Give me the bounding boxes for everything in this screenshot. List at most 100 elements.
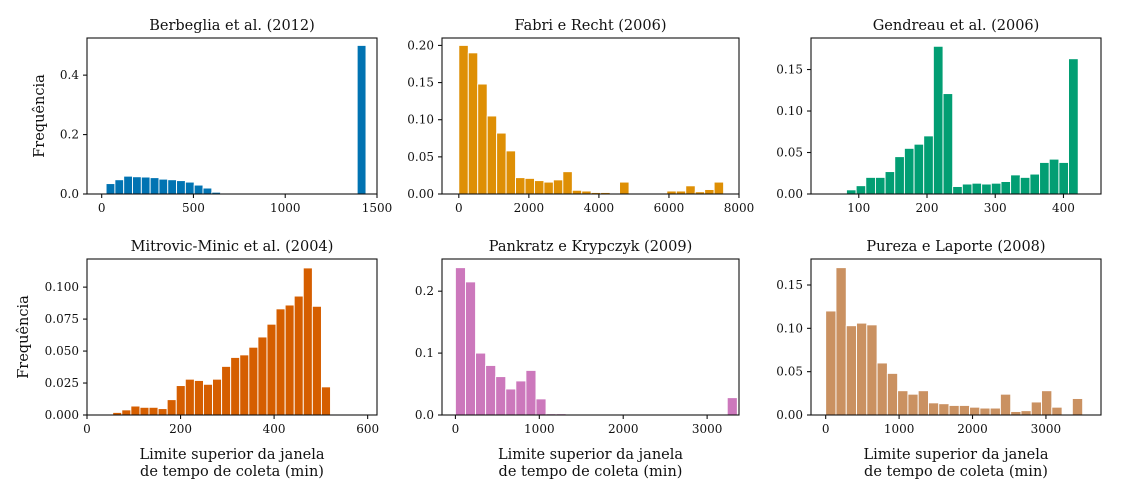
histogram-bar (907, 393, 919, 416)
histogram-bar (543, 181, 554, 195)
subplot-6: Pureza e Laporte (2008) 0 1000 2000 3000 0.00… (776, 239, 1102, 480)
histogram-bar (149, 177, 160, 195)
histogram-bar (913, 143, 925, 195)
axes-frame (86, 258, 378, 416)
histogram-bar (1041, 390, 1053, 416)
histogram-bar (1010, 174, 1021, 195)
histogram-bar (121, 409, 132, 416)
histogram-bar (465, 281, 477, 416)
x-axis-label-line-2: de tempo de coleta (min) (499, 464, 683, 480)
histogram-bar (266, 323, 277, 416)
y-tick-label: 0.0 (415, 408, 434, 422)
histogram-bar (897, 390, 909, 416)
y-tick-label: 0.15 (407, 76, 434, 90)
histogram-bar (221, 365, 232, 416)
histogram-bar (525, 369, 537, 416)
axes-frame (810, 258, 1102, 416)
histogram-bar (193, 380, 204, 416)
chart-title: Pankratz e Krypczyk (2009) (489, 239, 693, 255)
y-tick-label: 0.00 (407, 187, 434, 201)
histogram-bar (685, 185, 696, 195)
histogram-bar (713, 181, 725, 195)
histogram-bar (230, 357, 241, 416)
histogram-bar (257, 336, 268, 416)
histogram-bar (495, 376, 507, 416)
histogram-bar (855, 185, 867, 195)
histogram-bar (486, 115, 498, 195)
histogram-bar (969, 406, 981, 416)
x-tick-label: 500 (182, 201, 205, 215)
histogram-bar (184, 378, 195, 416)
histogram-bar (846, 189, 857, 195)
histogram-bar (948, 405, 960, 416)
y-tick-label: 0.20 (407, 38, 434, 52)
histogram-bar (158, 178, 169, 195)
histogram-bar (928, 402, 940, 416)
histogram-bar (981, 183, 992, 195)
histogram-bar (184, 181, 195, 195)
x-tick-label: 300 (984, 201, 1007, 215)
y-tick-label: 0.10 (407, 113, 434, 127)
x-tick-label: 1000 (884, 422, 915, 436)
histogram-bar (239, 354, 250, 416)
x-tick-label: 0 (83, 422, 91, 436)
x-tick-label: 1000 (270, 201, 301, 215)
histogram-bar (835, 267, 847, 416)
histogram-bar (903, 147, 915, 195)
histogram-bar (876, 362, 888, 416)
histogram-bar (894, 156, 905, 195)
histogram-bar (979, 407, 991, 416)
histogram-bar (571, 189, 583, 195)
histogram-bar (505, 388, 517, 416)
histogram-bar (166, 399, 177, 416)
histogram-bar (515, 177, 526, 195)
y-tick-label: 0.00 (776, 408, 803, 422)
histogram-bar (193, 184, 204, 195)
histogram-bar (485, 365, 497, 416)
histogram-bar (176, 180, 186, 195)
histogram-bar (952, 186, 963, 195)
y-tick-label: 0.0 (60, 187, 79, 201)
histogram-bar (202, 187, 213, 195)
y-tick-label: 0.1 (415, 346, 434, 360)
subplot-5: Pankratz e Krypczyk (2009) 0 1000 2000 3000 0… (415, 239, 740, 480)
x-tick-label: 3000 (1031, 422, 1062, 436)
histogram-bar (356, 44, 367, 195)
histogram-bar (139, 406, 150, 416)
histogram-bar (856, 322, 868, 416)
subplot-4: Mitrovic-Minic et al. (2004) 0 200 400 600 0.… (16, 239, 379, 480)
y-tick-label: 0.2 (60, 128, 79, 142)
chart-title: Berbeglia et al. (2012) (149, 18, 315, 34)
histogram-bar (167, 179, 178, 195)
histogram-bar (1071, 398, 1084, 416)
histogram-bar (619, 181, 630, 195)
y-tick-label: 0.00 (776, 187, 803, 201)
subplot-3: Gendreau et al. (2006) 100 200 300 400 0.00 0.… (776, 18, 1102, 215)
x-tick-label: 600 (356, 422, 379, 436)
y-tick-label: 0.2 (415, 284, 434, 298)
histogram-bar (293, 295, 304, 416)
x-tick-label: 0 (452, 422, 460, 436)
histogram-bar (130, 405, 141, 416)
y-tick-label: 0.000 (45, 408, 79, 422)
histogram-bar (884, 171, 896, 195)
histogram-bar (311, 305, 322, 416)
y-tick-label: 0.15 (776, 63, 803, 77)
y-tick-label: 0.05 (776, 365, 803, 379)
histogram-bar (105, 183, 116, 195)
x-tick-label: 400 (1052, 201, 1075, 215)
y-tick-label: 0.025 (45, 376, 79, 390)
chart-title: Pureza e Laporte (2008) (866, 239, 1045, 255)
x-tick-label: 400 (263, 422, 286, 436)
x-tick-label: 4000 (584, 201, 615, 215)
y-tick-label: 0.050 (45, 344, 79, 358)
histogram-bar (562, 171, 573, 195)
histogram-bar (1000, 181, 1012, 195)
histogram-bar (114, 179, 125, 195)
histogram-bar (938, 403, 950, 416)
histogram-bar (958, 405, 971, 416)
histogram-bar (535, 398, 547, 416)
histogram-bar (248, 346, 259, 416)
x-tick-label: 1000 (524, 422, 555, 436)
histogram-bar (515, 380, 527, 416)
